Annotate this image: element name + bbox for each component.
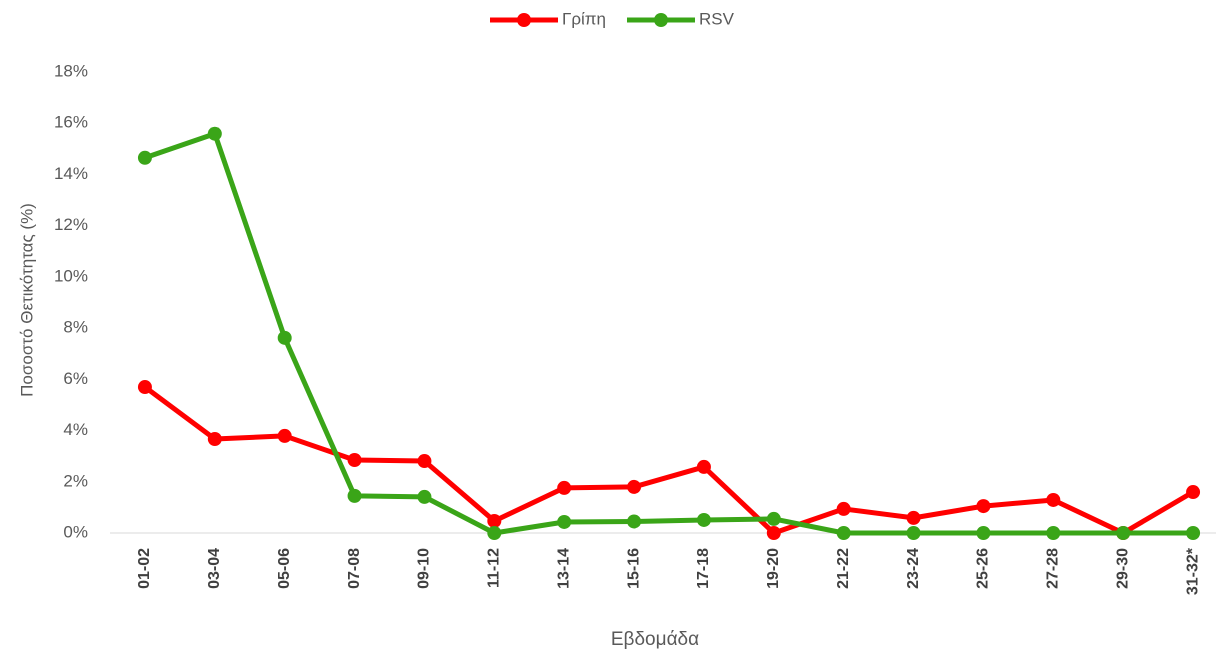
x-tick-label: 05-06 [276,548,293,589]
x-tick-label: 11-12 [486,548,503,588]
series-line [143,385,1195,536]
marker [766,511,781,526]
y-tick-label: 2% [63,471,88,490]
series-line [144,131,1194,536]
marker [277,330,292,345]
marker [906,510,921,525]
marker [766,526,781,540]
y-tick-label: 8% [63,318,88,337]
legend-marker [517,13,531,27]
marker [1046,526,1061,540]
marker [696,512,711,527]
x-tick-label: 07-08 [346,548,363,589]
x-tick-label: 01-02 [136,548,153,589]
x-tick-label: 15-16 [625,548,642,589]
legend-marker [654,13,668,27]
x-tick-label: 21-22 [835,548,852,589]
marker [906,526,921,540]
marker [487,513,502,528]
x-tick-label: 23-24 [905,548,922,589]
x-tick-label: 09-10 [416,548,433,589]
x-tick-label: 03-04 [206,548,223,589]
y-tick-label: 16% [54,113,88,132]
x-tick-label: 13-14 [555,548,572,589]
marker [627,479,642,494]
y-tick-label: 18% [54,61,88,80]
marker [1186,485,1201,500]
marker [417,454,432,469]
marker [696,459,711,474]
marker [277,428,292,443]
marker [347,453,362,468]
marker [137,150,152,165]
marker [1116,526,1131,540]
y-tick-label: 10% [54,266,88,285]
x-axis-title: Εβδομάδα [611,629,699,650]
marker [976,526,991,540]
marker [976,499,991,514]
x-tick-label: 27-28 [1045,548,1062,589]
marker [207,126,222,141]
marker [487,526,502,540]
marker [1046,492,1061,507]
legend-label: Γρίπη [562,9,606,28]
y-tick-label: 0% [63,522,88,541]
marker [557,514,572,529]
x-tick-label: 31-32* [1184,547,1201,595]
marker [836,501,851,516]
marker [557,480,572,495]
marker [417,489,432,504]
legend-label: RSV [699,9,735,28]
marker [627,514,642,529]
marker [836,526,851,540]
marker [137,380,152,395]
marker [1186,526,1201,540]
y-tick-label: 12% [54,215,88,234]
x-tick-label: 25-26 [975,548,992,589]
y-tick-label: 14% [54,164,88,183]
x-tick-label: 17-18 [695,548,712,589]
y-tick-label: 6% [63,369,88,388]
marker [347,488,362,503]
y-axis-title: Ποσοστό Θετικότητας (%) [17,203,36,397]
x-tick-label: 29-30 [1114,548,1131,589]
x-tick-label: 19-20 [765,548,782,589]
marker [207,432,222,447]
y-tick-label: 4% [63,420,88,439]
